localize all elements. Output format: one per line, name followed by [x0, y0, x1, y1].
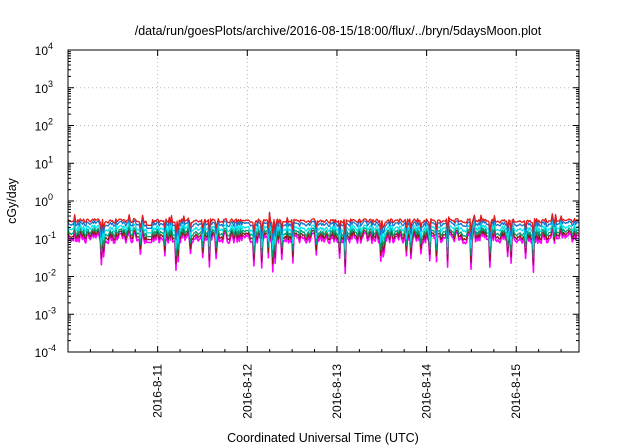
x-tick-label: 2016-8-14	[420, 364, 434, 419]
x-tick-label: 2016-8-11	[151, 364, 165, 418]
y-tick-exponent: -1	[48, 230, 56, 240]
y-tick-exponent: 0	[48, 192, 53, 202]
y-tick-label: 10-1	[35, 230, 56, 247]
y-tick-exponent: -4	[48, 343, 56, 353]
y-tick-exponent: -2	[48, 268, 56, 278]
x-tick-label: 2016-8-13	[330, 364, 344, 419]
y-tick-label: 104	[35, 41, 53, 58]
x-axis-label: Coordinated Universal Time (UTC)	[227, 431, 419, 445]
y-tick-label: 10-3	[35, 305, 56, 322]
y-axis-label: cGy/day	[5, 177, 19, 224]
y-tick-label: 102	[35, 117, 53, 134]
x-tick-label: 2016-8-15	[509, 364, 523, 419]
y-tick-exponent: 3	[48, 79, 53, 89]
y-tick-label: 101	[35, 154, 53, 171]
y-tick-label: 10-2	[35, 268, 56, 285]
y-tick-label: 10-4	[35, 343, 56, 360]
y-tick-exponent: -3	[48, 305, 56, 315]
x-tick-label: 2016-8-12	[240, 364, 254, 419]
y-tick-label: 100	[35, 192, 53, 209]
chart-title: /data/run/goesPlots/archive/2016-08-15/1…	[135, 24, 542, 38]
y-tick-exponent: 4	[48, 41, 53, 51]
y-tick-exponent: 2	[48, 117, 53, 127]
y-tick-label: 103	[35, 79, 53, 96]
y-tick-exponent: 1	[48, 154, 53, 164]
series-line	[67, 211, 580, 235]
grid	[68, 50, 579, 352]
plot-area	[67, 211, 580, 275]
